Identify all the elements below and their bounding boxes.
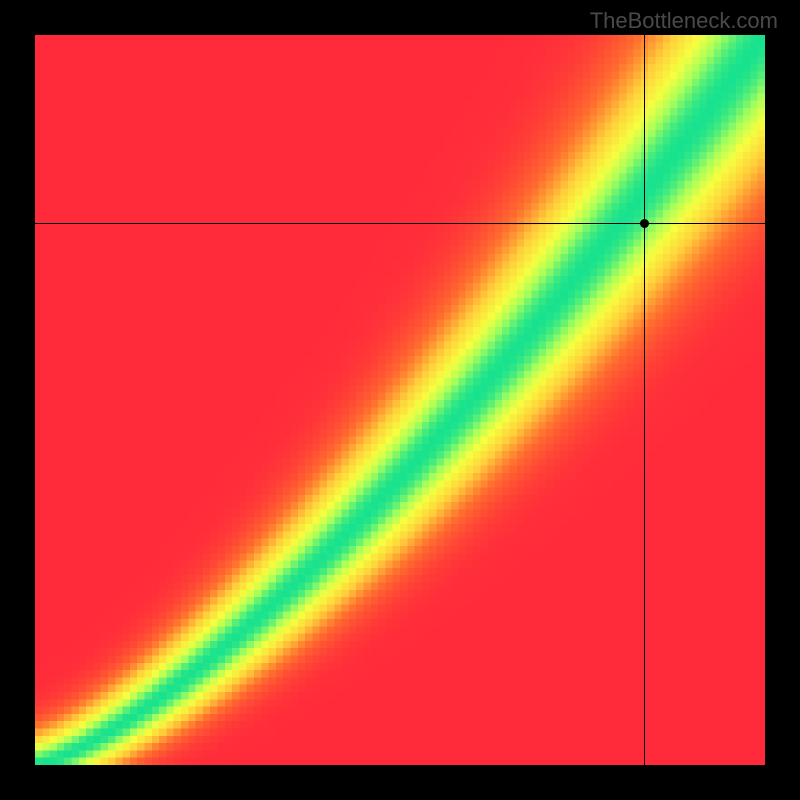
- watermark-text: TheBottleneck.com: [590, 8, 778, 34]
- crosshair-marker: [640, 219, 649, 228]
- crosshair-horizontal-line: [35, 223, 765, 225]
- heatmap-plot-area: [35, 35, 765, 765]
- crosshair-vertical-line: [644, 35, 646, 765]
- heatmap-canvas: [35, 35, 765, 765]
- chart-container: TheBottleneck.com: [0, 0, 800, 800]
